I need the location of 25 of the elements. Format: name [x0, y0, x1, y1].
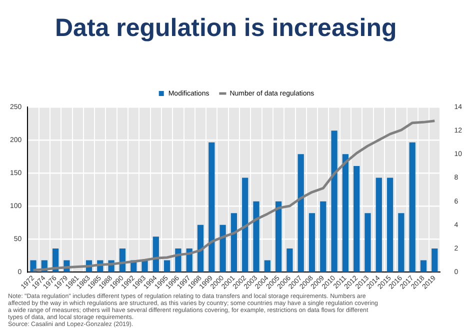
- bar: [409, 142, 416, 272]
- bar: [286, 248, 293, 272]
- bar: [264, 260, 270, 272]
- bar: [253, 201, 260, 272]
- bar: [376, 178, 382, 272]
- bar: [308, 213, 316, 272]
- bar: [164, 260, 170, 272]
- bar: [398, 213, 404, 272]
- bar: [364, 213, 371, 272]
- bar: [220, 224, 226, 272]
- bar: [432, 248, 438, 272]
- bar: [275, 201, 282, 272]
- bar: [197, 224, 204, 272]
- bar: [420, 260, 427, 272]
- bar: [230, 213, 238, 272]
- bar: [152, 236, 159, 272]
- bar: [320, 201, 326, 272]
- bar: [242, 178, 248, 272]
- bar: [208, 142, 215, 272]
- bar: [298, 154, 304, 272]
- bar: [354, 166, 360, 272]
- chart-title: Data regulation is increasing: [55, 14, 397, 43]
- bar: [342, 154, 349, 272]
- bar: [386, 178, 394, 272]
- bar: [331, 130, 338, 272]
